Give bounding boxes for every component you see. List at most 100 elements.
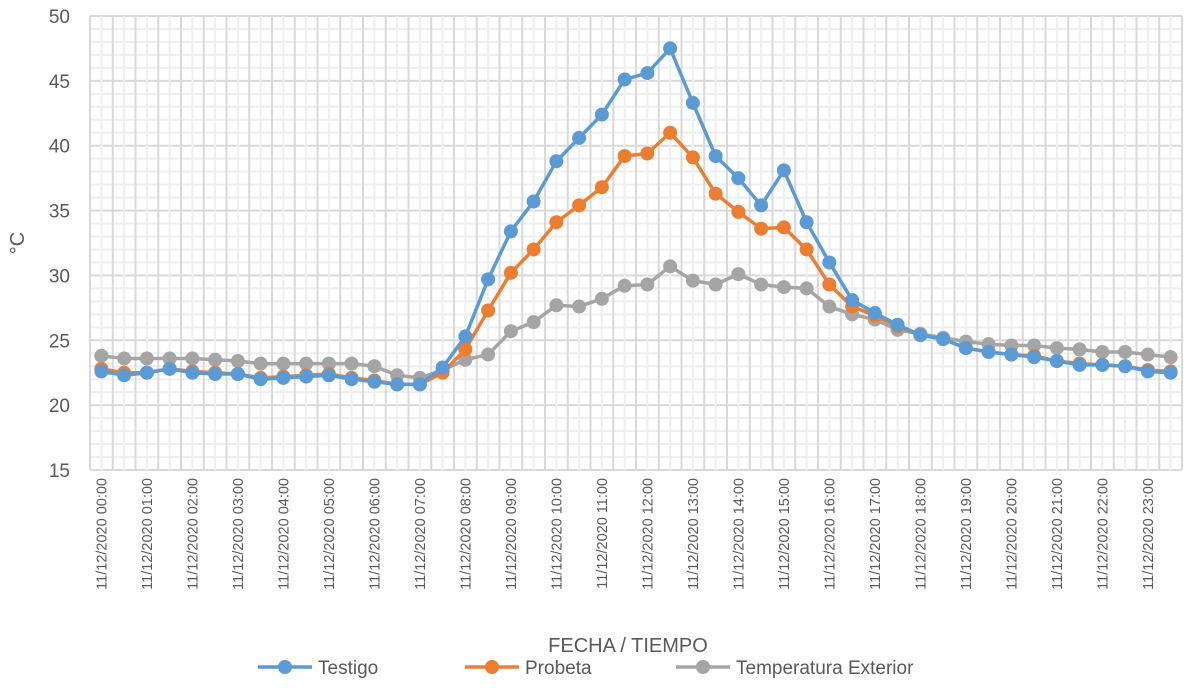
y-tick-label: 40: [49, 137, 70, 158]
data-point: [776, 163, 791, 178]
data-point: [754, 221, 769, 236]
data-point: [663, 259, 678, 274]
x-tick-label: 11/12/2020 08:00: [458, 478, 474, 590]
data-point: [230, 367, 245, 382]
legend-marker: [278, 660, 292, 674]
data-point: [708, 277, 723, 292]
data-point: [185, 365, 200, 380]
data-point: [913, 328, 928, 343]
data-point: [663, 41, 678, 56]
legend-label: Probeta: [525, 658, 592, 679]
data-point: [1049, 354, 1064, 369]
data-point: [1027, 350, 1042, 365]
data-point: [890, 317, 905, 332]
data-point: [367, 374, 382, 389]
data-point: [1072, 342, 1087, 357]
data-point: [1163, 365, 1178, 380]
y-tick-label: 50: [49, 7, 70, 28]
data-point: [708, 149, 723, 164]
data-point: [481, 272, 496, 287]
x-tick-label: 11/12/2020 23:00: [1141, 478, 1157, 590]
x-tick-label: 11/12/2020 00:00: [94, 478, 110, 590]
data-point: [526, 194, 541, 209]
data-point: [572, 299, 587, 314]
data-point: [640, 277, 655, 292]
data-point: [799, 242, 814, 257]
x-tick-label: 11/12/2020 01:00: [140, 478, 156, 590]
y-tick-label: 45: [49, 72, 70, 93]
series-testigo: [94, 41, 1178, 392]
data-point: [321, 356, 336, 371]
x-tick-label: 11/12/2020 03:00: [231, 478, 247, 590]
data-point: [640, 66, 655, 81]
data-point: [94, 348, 109, 363]
data-point: [526, 242, 541, 257]
data-point: [458, 352, 473, 367]
data-point: [458, 342, 473, 357]
x-tick-label: 11/12/2020 10:00: [549, 478, 565, 590]
data-point: [708, 186, 723, 201]
y-axis-label: °C: [7, 232, 29, 254]
x-tick-label: 11/12/2020 02:00: [185, 478, 201, 590]
legend-marker: [696, 660, 710, 674]
data-point: [572, 198, 587, 213]
y-tick-label: 35: [49, 202, 70, 223]
legend-marker: [485, 660, 499, 674]
data-point: [1118, 344, 1133, 359]
data-point: [981, 344, 996, 359]
data-point: [1004, 347, 1019, 362]
data-point: [390, 377, 405, 392]
x-tick-label: 11/12/2020 05:00: [322, 478, 338, 590]
y-axis: 15 20 25 30 35 40 45 50: [49, 7, 70, 482]
x-tick-label: 11/12/2020 06:00: [367, 478, 383, 590]
data-point: [1140, 347, 1155, 362]
grid: [89, 15, 1183, 471]
data-point: [549, 154, 564, 169]
data-point: [1027, 338, 1042, 353]
data-point: [754, 277, 769, 292]
data-point: [549, 215, 564, 230]
data-point: [799, 281, 814, 296]
legend-label: Testigo: [318, 658, 378, 679]
data-point: [776, 280, 791, 295]
data-point: [572, 130, 587, 145]
data-point: [1163, 350, 1178, 365]
legend-item: Testigo: [258, 658, 378, 679]
data-point: [344, 372, 359, 387]
data-point: [594, 107, 609, 122]
data-point: [1072, 357, 1087, 372]
data-point: [685, 273, 700, 288]
data-point: [139, 351, 154, 366]
data-point: [481, 347, 496, 362]
data-point: [799, 215, 814, 230]
data-point: [731, 171, 746, 186]
x-tick-label: 11/12/2020 21:00: [1050, 478, 1066, 590]
y-tick-label: 30: [49, 266, 70, 287]
data-point: [276, 356, 291, 371]
series-group: [94, 41, 1178, 392]
x-tick-label: 11/12/2020 18:00: [913, 478, 929, 590]
data-point: [299, 356, 314, 371]
data-point: [822, 299, 837, 314]
data-point: [640, 146, 655, 161]
data-point: [731, 204, 746, 219]
data-point: [117, 351, 132, 366]
legend-item: Temperatura Exterior: [676, 658, 914, 679]
legend: Testigo Probeta Temperatura Exterior: [258, 658, 914, 679]
x-tick-label: 11/12/2020 09:00: [504, 478, 520, 590]
data-point: [1095, 357, 1110, 372]
x-axis: 11/12/2020 00:00 11/12/2020 01:00 11/12/20…: [94, 478, 1157, 590]
x-axis-label: FECHA / TIEMPO: [548, 635, 708, 657]
data-point: [776, 220, 791, 235]
y-tick-label: 20: [49, 396, 70, 417]
data-point: [503, 224, 518, 239]
data-point: [503, 324, 518, 339]
data-point: [526, 315, 541, 330]
data-point: [845, 293, 860, 308]
data-point: [162, 351, 177, 366]
data-point: [594, 291, 609, 306]
legend-item: Probeta: [465, 658, 592, 679]
data-point: [253, 356, 268, 371]
data-point: [663, 125, 678, 140]
x-tick-label: 11/12/2020 16:00: [822, 478, 838, 590]
